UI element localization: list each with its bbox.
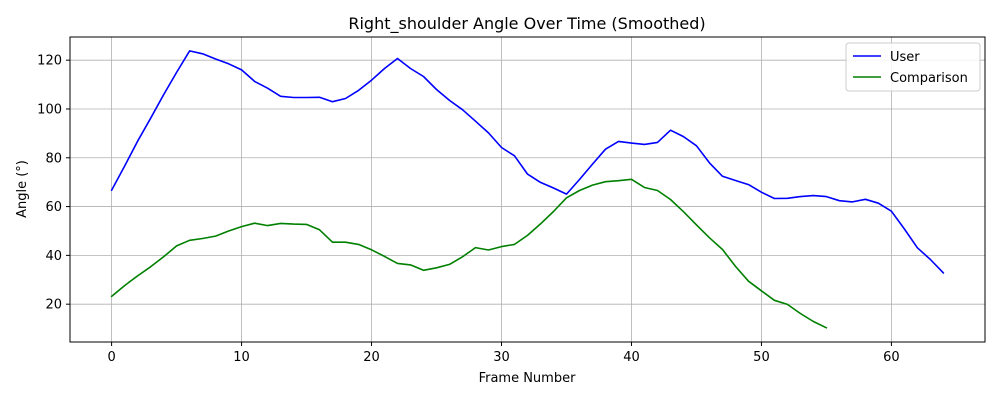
ticks: 0 10 20 30 40 50 60 20 40 60 80 100 120 bbox=[37, 54, 900, 365]
legend-label-user: User bbox=[890, 50, 920, 65]
x-tick-label: 10 bbox=[233, 350, 250, 365]
x-tick-label: 20 bbox=[363, 350, 380, 365]
y-tick-label: 100 bbox=[37, 102, 62, 117]
y-tick-label: 80 bbox=[45, 151, 62, 166]
y-tick-label: 20 bbox=[45, 298, 62, 313]
legend-box bbox=[845, 42, 981, 92]
series-lines bbox=[110, 50, 945, 329]
series-line-comparison bbox=[110, 178, 828, 329]
y-tick-label: 60 bbox=[45, 200, 62, 215]
series-line-user bbox=[110, 50, 945, 274]
x-tick-label: 40 bbox=[623, 350, 640, 365]
y-tick-label: 120 bbox=[37, 54, 62, 69]
legend: User Comparison bbox=[845, 42, 981, 92]
chart-title: Right_shoulder Angle Over Time (Smoothed… bbox=[348, 14, 705, 34]
y-axis-label: Angle (°) bbox=[15, 160, 30, 218]
grid bbox=[70, 37, 985, 342]
x-tick-label: 0 bbox=[107, 350, 115, 365]
x-axis-label: Frame Number bbox=[479, 371, 577, 386]
x-tick-label: 30 bbox=[493, 350, 510, 365]
y-tick-label: 40 bbox=[45, 249, 62, 264]
legend-label-comparison: Comparison bbox=[890, 71, 968, 86]
x-tick-label: 50 bbox=[753, 350, 770, 365]
plot-frame bbox=[69, 36, 986, 343]
x-tick-label: 60 bbox=[883, 350, 900, 365]
